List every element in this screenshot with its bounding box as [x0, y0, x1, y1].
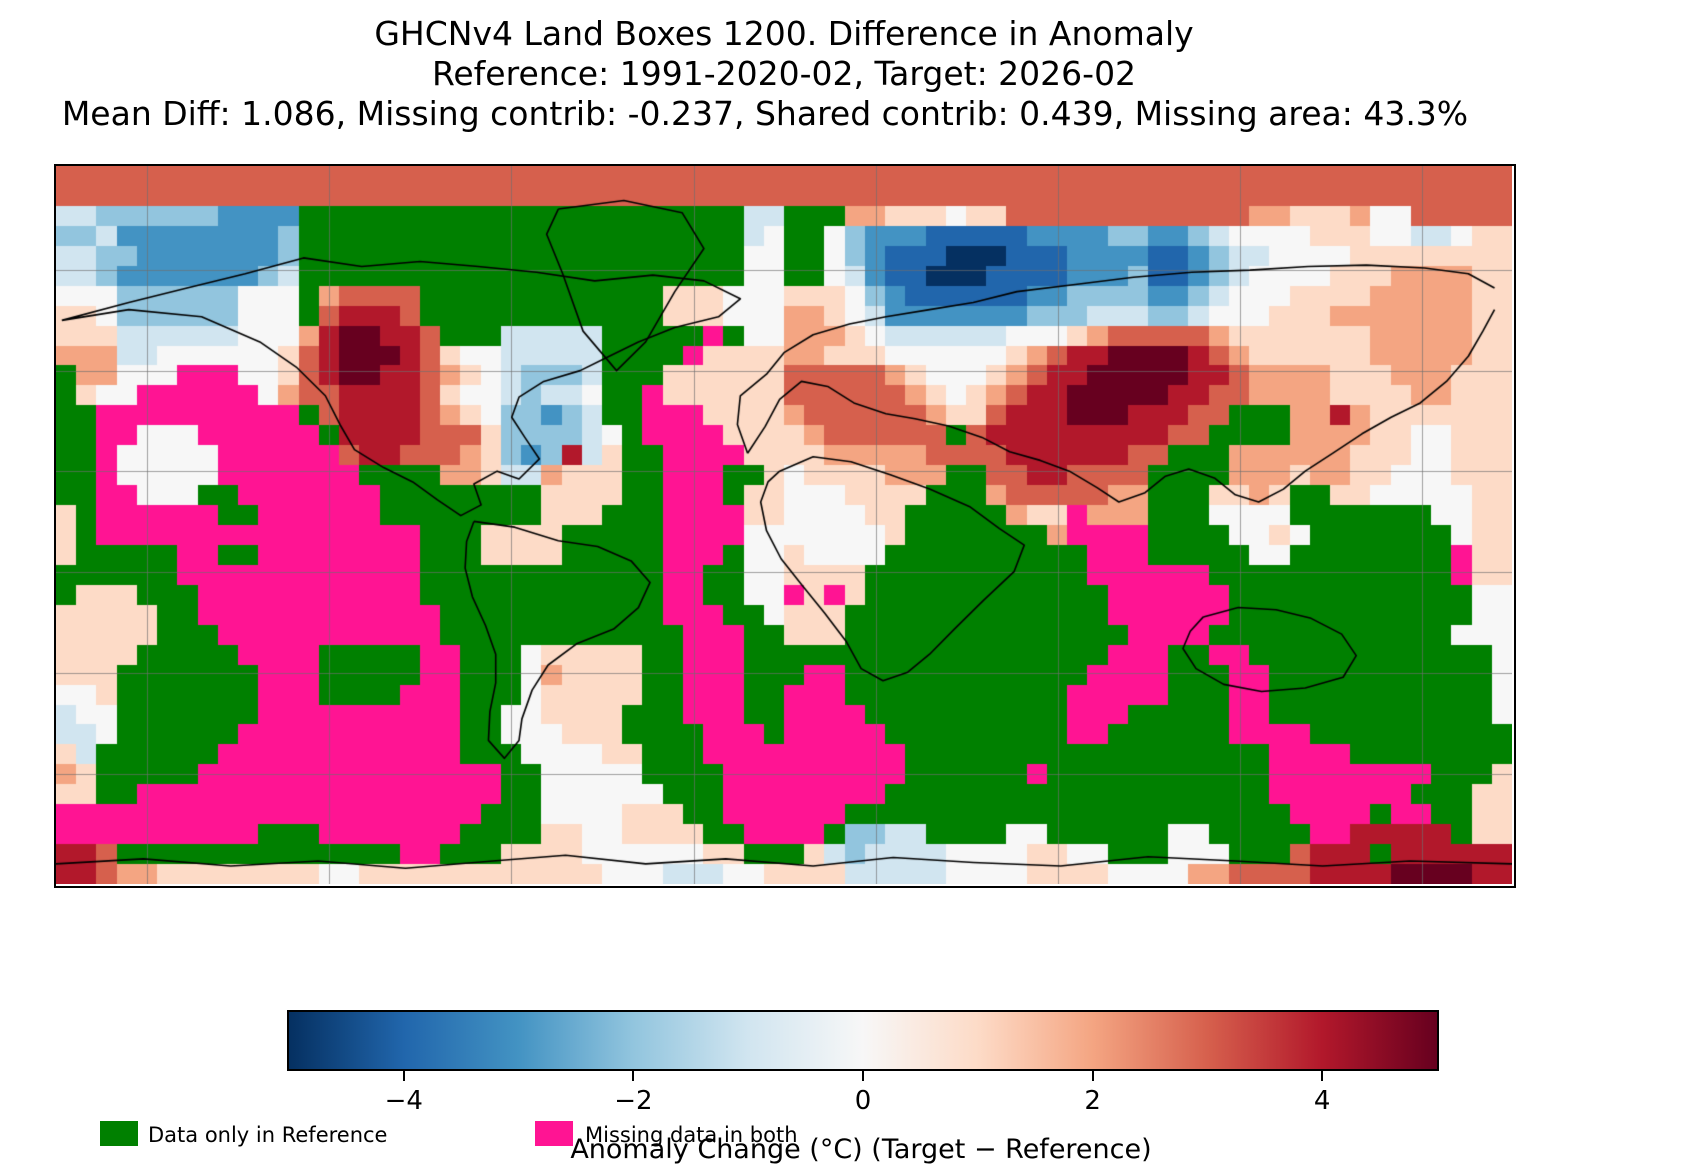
figure-stats-line: Mean Diff: 1.086, Missing contrib: -0.23… [61, 94, 1469, 133]
colorbar-label: Anomaly Change (°C) (Target − Reference) [570, 1134, 1152, 1165]
legend-label-missing-data-in-both: Missing data in both [585, 1123, 798, 1147]
colorbar-tick-label: −2 [614, 1086, 653, 1116]
world-anomaly-map-canvas [56, 166, 1512, 884]
colorbar-tick-label: 0 [854, 1086, 872, 1116]
colorbar-tick [402, 1071, 405, 1081]
map-axes-border [54, 164, 1516, 888]
colorbar [287, 1010, 1439, 1071]
figure-subtitle-reference-target: Reference: 1991-2020-02, Target: 2026-02 [431, 54, 1137, 93]
colorbar-tick-label: −4 [384, 1086, 423, 1116]
figure-title: GHCNv4 Land Boxes 1200. Difference in An… [374, 14, 1194, 53]
colorbar-tick [632, 1071, 635, 1081]
colorbar-tick-label: 2 [1084, 1086, 1101, 1116]
legend-swatch-missing-data-in-both [535, 1121, 573, 1146]
colorbar-tick [862, 1071, 864, 1081]
colorbar-tick [1091, 1071, 1094, 1081]
legend-swatch-data-only-in-reference [100, 1121, 138, 1146]
legend-label-data-only-in-reference: Data only in Reference [148, 1123, 388, 1147]
colorbar-tick [1321, 1071, 1324, 1081]
colorbar-tick-label: 4 [1313, 1086, 1331, 1116]
title-block: GHCNv4 Land Boxes 1200. Difference in An… [55, 14, 1513, 134]
